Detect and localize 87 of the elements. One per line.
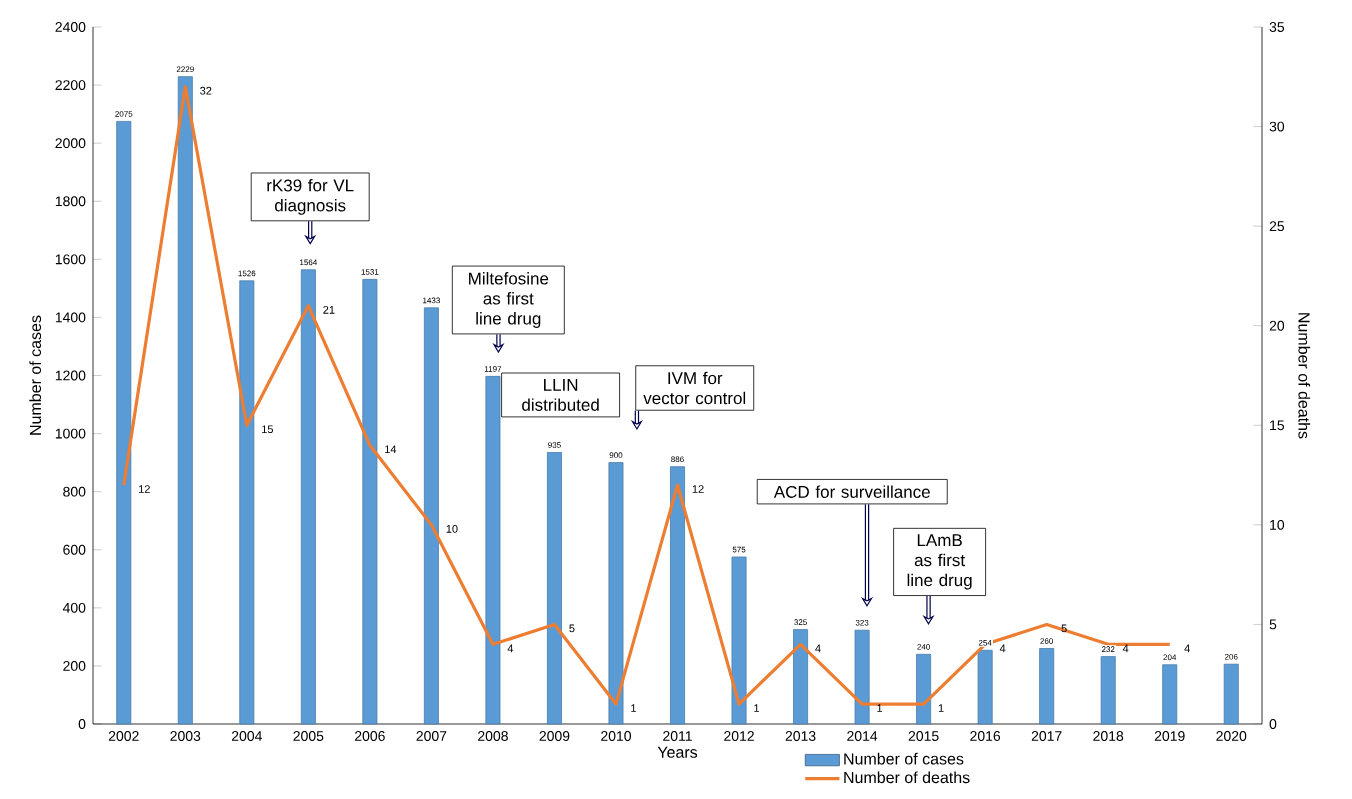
y-tick-label: 1800	[55, 196, 86, 207]
x-tick-label: 2011	[663, 731, 692, 741]
x-tick-label: 2007	[416, 731, 447, 741]
data-label: 1	[754, 704, 760, 712]
data-label: 4	[1184, 644, 1190, 653]
y-tick-label: 2200	[55, 80, 86, 91]
data-label: 5	[1061, 624, 1067, 633]
data-label: 886	[671, 456, 684, 463]
y-tick-label: 1000	[55, 428, 86, 439]
data-label: 2075	[115, 111, 133, 117]
data-label: 4	[1122, 644, 1129, 653]
y-tick-label: 2000	[55, 138, 86, 149]
y-tick-label: 2400	[55, 22, 86, 32]
data-label: 323	[855, 619, 869, 626]
x-tick-label: 2003	[170, 731, 201, 741]
x-axis-title: Years	[657, 746, 698, 758]
x-tick-label: 2004	[231, 731, 262, 741]
data-label: 21	[323, 305, 335, 314]
y2-tick-label: 15	[1270, 420, 1285, 431]
x-tick-label: 2005	[293, 731, 324, 741]
data-label: 935	[548, 442, 561, 448]
x-tick-label: 2002	[108, 731, 139, 741]
data-label: 206	[1224, 653, 1238, 660]
x-tick-label: 2016	[970, 731, 1001, 741]
data-label: 14	[385, 445, 397, 453]
data-label: 240	[917, 644, 930, 650]
y-tick-label: 800	[63, 486, 86, 497]
x-tick-label: 2010	[601, 731, 632, 741]
annotation: Miltefosine as first line drug	[469, 272, 549, 328]
data-label: 5	[569, 624, 575, 633]
x-tick-label: 2009	[539, 731, 570, 741]
data-label: 4	[815, 644, 821, 653]
legend-label: Number of deaths	[844, 771, 970, 784]
y-tick-label: 0	[78, 719, 86, 729]
annotation: ACD for surveillance	[773, 485, 930, 498]
y-tick-label: 1600	[55, 254, 86, 265]
x-tick-label: 2012	[724, 731, 754, 741]
x-tick-label: 2008	[478, 731, 508, 741]
data-label: 900	[609, 452, 623, 459]
x-tick-label: 2019	[1154, 731, 1185, 741]
data-label: 1197	[484, 366, 502, 372]
y2-tick-label: 25	[1269, 221, 1285, 232]
y-tick-label: 1200	[55, 370, 86, 381]
y-tick-label: 400	[62, 602, 86, 613]
x-tick-label: 2020	[1216, 731, 1247, 741]
data-label: 575	[732, 546, 746, 553]
data-label: 2229	[176, 66, 194, 73]
annotation: rK39 for VL diagnosis	[267, 178, 354, 215]
y2-tick-label: 35	[1269, 22, 1285, 32]
data-label: 232	[1101, 646, 1115, 653]
x-tick-label: 2014	[847, 731, 878, 741]
data-label: 1433	[423, 297, 440, 304]
y2-tick-label: 0	[1269, 719, 1277, 729]
y2-tick-label: 30	[1269, 121, 1285, 132]
data-label: 12	[139, 485, 150, 493]
y-tick-label: 1400	[55, 312, 86, 323]
data-label: 1526	[238, 270, 256, 277]
y2-axis-title: Number of deaths	[1298, 313, 1311, 439]
y2-tick-label: 5	[1269, 619, 1277, 630]
legend-label: Number of cases	[844, 752, 964, 765]
data-label: 260	[1040, 638, 1054, 644]
x-tick-label: 2013	[785, 731, 816, 741]
x-tick-label: 2015	[908, 731, 939, 741]
y-axis-title: Number of cases	[29, 315, 42, 435]
annotation: IVM for vector control	[643, 371, 746, 405]
data-label: 325	[794, 619, 807, 625]
data-label: 32	[200, 86, 212, 95]
data-label: 15	[262, 425, 273, 434]
x-tick-label: 2018	[1093, 731, 1124, 741]
y2-tick-label: 20	[1269, 320, 1285, 331]
data-label: 204	[1163, 654, 1177, 661]
y2-tick-label: 10	[1270, 519, 1285, 530]
annotation: LLIN distributed	[522, 379, 599, 411]
data-label: 10	[446, 524, 458, 533]
y-tick-label: 600	[63, 544, 86, 555]
data-label: 12	[692, 485, 704, 493]
data-label: 4	[999, 644, 1006, 653]
data-label: 4	[507, 644, 514, 653]
data-label: 1564	[300, 259, 317, 266]
annotation: LAmB as first line drug	[907, 534, 972, 590]
x-tick-label: 2006	[355, 731, 385, 741]
data-label: 1	[631, 704, 636, 712]
x-tick-label: 2017	[1031, 731, 1062, 741]
y-tick-label: 200	[63, 660, 86, 671]
data-label: 1531	[361, 269, 379, 275]
data-label: 1	[877, 704, 883, 712]
data-label: 1	[938, 704, 944, 712]
